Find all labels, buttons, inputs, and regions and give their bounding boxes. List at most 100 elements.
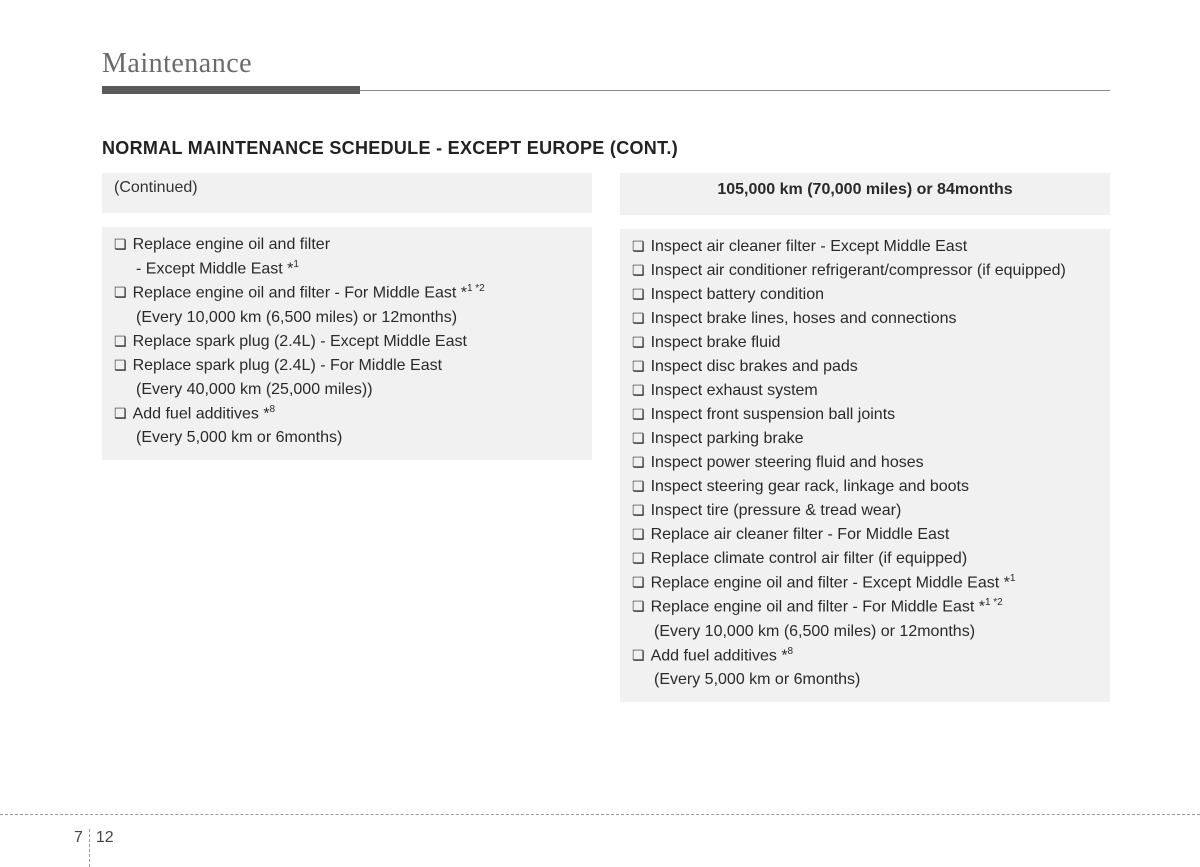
header-rule bbox=[102, 86, 1110, 94]
list-item-text: Add fuel additives *8 bbox=[651, 644, 1098, 668]
footnote-ref: 1 bbox=[293, 259, 299, 270]
list-item-text: Inspect parking brake bbox=[651, 427, 1098, 451]
checkbox-icon: ❏ bbox=[632, 307, 645, 331]
list-item-subtext: (Every 40,000 km (25,000 miles)) bbox=[114, 378, 580, 402]
list-item-text: Replace spark plug (2.4L) - For Middle E… bbox=[133, 354, 580, 378]
list-item: ❏Inspect steering gear rack, linkage and… bbox=[632, 475, 1098, 499]
list-item-text: Replace spark plug (2.4L) - Except Middl… bbox=[133, 330, 580, 354]
list-item-text: Inspect air cleaner filter - Except Midd… bbox=[651, 235, 1098, 259]
list-item: ❏Replace climate control air filter (if … bbox=[632, 547, 1098, 571]
list-item-text: Add fuel additives *8 bbox=[133, 402, 580, 426]
chapter-number: 7 bbox=[74, 829, 83, 847]
list-item-text: Inspect power steering fluid and hoses bbox=[651, 451, 1098, 475]
right-panel-title: 105,000 km (70,000 miles) or 84months bbox=[632, 179, 1098, 205]
footnote-ref: 8 bbox=[270, 404, 276, 415]
list-item-text: Replace engine oil and filter - For Midd… bbox=[651, 595, 1098, 619]
footnote-ref: 8 bbox=[788, 646, 794, 657]
list-item: ❏Add fuel additives *8 bbox=[114, 402, 580, 426]
right-panel-list: ❏Inspect air cleaner filter - Except Mid… bbox=[620, 229, 1110, 702]
list-item-text: Inspect brake fluid bbox=[651, 331, 1098, 355]
list-item-subtext: (Every 10,000 km (6,500 miles) or 12mont… bbox=[114, 306, 580, 330]
checkbox-icon: ❏ bbox=[114, 281, 127, 305]
list-item-text: Inspect steering gear rack, linkage and … bbox=[651, 475, 1098, 499]
list-item: ❏Inspect disc brakes and pads bbox=[632, 355, 1098, 379]
list-item-text: Inspect disc brakes and pads bbox=[651, 355, 1098, 379]
checkbox-icon: ❏ bbox=[632, 499, 645, 523]
checkbox-icon: ❏ bbox=[632, 379, 645, 403]
checkbox-icon: ❏ bbox=[632, 259, 645, 283]
list-item-text: Inspect air conditioner refrigerant/comp… bbox=[651, 259, 1098, 283]
list-item-text: Inspect tire (pressure & tread wear) bbox=[651, 499, 1098, 523]
list-item: ❏Inspect parking brake bbox=[632, 427, 1098, 451]
list-item-text: Inspect brake lines, hoses and connectio… bbox=[651, 307, 1098, 331]
checkbox-icon: ❏ bbox=[632, 331, 645, 355]
checkbox-icon: ❏ bbox=[632, 451, 645, 475]
checkbox-icon: ❏ bbox=[632, 235, 645, 259]
checkbox-icon: ❏ bbox=[632, 644, 645, 668]
panel-gap bbox=[620, 215, 1110, 229]
list-item-text: Replace engine oil and filter bbox=[133, 233, 580, 257]
list-item: ❏Replace spark plug (2.4L) - Except Midd… bbox=[114, 330, 580, 354]
continued-label: (Continued) bbox=[114, 179, 580, 203]
list-item: ❏Replace engine oil and filter - For Mid… bbox=[114, 281, 580, 305]
checkbox-icon: ❏ bbox=[632, 571, 645, 595]
checkbox-icon: ❏ bbox=[114, 233, 127, 257]
rule-thin bbox=[360, 90, 1110, 91]
checkbox-icon: ❏ bbox=[114, 330, 127, 354]
checkbox-icon: ❏ bbox=[632, 427, 645, 451]
footnote-ref: 1 *2 bbox=[467, 283, 485, 294]
checkbox-icon: ❏ bbox=[632, 283, 645, 307]
list-item: ❏Add fuel additives *8 bbox=[632, 644, 1098, 668]
checkbox-icon: ❏ bbox=[632, 523, 645, 547]
checkbox-icon: ❏ bbox=[632, 475, 645, 499]
list-item: ❏Inspect front suspension ball joints bbox=[632, 403, 1098, 427]
left-panel-list: ❏Replace engine oil and filter- Except M… bbox=[102, 227, 592, 460]
panel-gap bbox=[102, 213, 592, 227]
list-item: ❏Inspect brake lines, hoses and connecti… bbox=[632, 307, 1098, 331]
list-item-subtext: (Every 5,000 km or 6months) bbox=[114, 426, 580, 450]
footnote-ref: 1 bbox=[1010, 573, 1016, 584]
list-item-subtext: - Except Middle East *1 bbox=[114, 257, 580, 281]
page-number-separator bbox=[89, 829, 90, 867]
list-item-text: Replace air cleaner filter - For Middle … bbox=[651, 523, 1098, 547]
list-item-text: Replace engine oil and filter - For Midd… bbox=[133, 281, 580, 305]
page-index: 12 bbox=[96, 829, 114, 847]
list-item: ❏Replace engine oil and filter - Except … bbox=[632, 571, 1098, 595]
list-item-subtext: (Every 5,000 km or 6months) bbox=[632, 668, 1098, 692]
section-heading: NORMAL MAINTENANCE SCHEDULE - EXCEPT EUR… bbox=[102, 138, 1110, 159]
list-item-text: Replace engine oil and filter - Except M… bbox=[651, 571, 1098, 595]
list-item: ❏Inspect brake fluid bbox=[632, 331, 1098, 355]
left-panel-header: (Continued) bbox=[102, 173, 592, 213]
checkbox-icon: ❏ bbox=[632, 355, 645, 379]
left-column: (Continued) ❏Replace engine oil and filt… bbox=[102, 173, 592, 702]
list-item: ❏Replace spark plug (2.4L) - For Middle … bbox=[114, 354, 580, 378]
right-column: 105,000 km (70,000 miles) or 84months ❏I… bbox=[620, 173, 1110, 702]
chapter-title: Maintenance bbox=[102, 48, 1110, 80]
list-item-text: Inspect battery condition bbox=[651, 283, 1098, 307]
page: Maintenance NORMAL MAINTENANCE SCHEDULE … bbox=[0, 0, 1200, 861]
list-item-text: Inspect front suspension ball joints bbox=[651, 403, 1098, 427]
list-item: ❏Replace air cleaner filter - For Middle… bbox=[632, 523, 1098, 547]
right-panel-header: 105,000 km (70,000 miles) or 84months bbox=[620, 173, 1110, 215]
list-item: ❏Replace engine oil and filter - For Mid… bbox=[632, 595, 1098, 619]
list-item: ❏Inspect air cleaner filter - Except Mid… bbox=[632, 235, 1098, 259]
checkbox-icon: ❏ bbox=[114, 402, 127, 426]
list-item: ❏Inspect battery condition bbox=[632, 283, 1098, 307]
list-item-text: Inspect exhaust system bbox=[651, 379, 1098, 403]
rule-thick bbox=[102, 86, 360, 94]
list-item: ❏Inspect air conditioner refrigerant/com… bbox=[632, 259, 1098, 283]
checkbox-icon: ❏ bbox=[114, 354, 127, 378]
list-item: ❏Inspect power steering fluid and hoses bbox=[632, 451, 1098, 475]
list-item: ❏Replace engine oil and filter bbox=[114, 233, 580, 257]
page-number: 7 12 bbox=[74, 829, 114, 847]
list-item-text: Replace climate control air filter (if e… bbox=[651, 547, 1098, 571]
checkbox-icon: ❏ bbox=[632, 595, 645, 619]
columns: (Continued) ❏Replace engine oil and filt… bbox=[102, 173, 1110, 702]
checkbox-icon: ❏ bbox=[632, 403, 645, 427]
list-item: ❏Inspect tire (pressure & tread wear) bbox=[632, 499, 1098, 523]
list-item: ❏Inspect exhaust system bbox=[632, 379, 1098, 403]
footer-rule bbox=[0, 814, 1200, 815]
footnote-ref: 1 *2 bbox=[985, 597, 1003, 608]
checkbox-icon: ❏ bbox=[632, 547, 645, 571]
list-item-subtext: (Every 10,000 km (6,500 miles) or 12mont… bbox=[632, 620, 1098, 644]
